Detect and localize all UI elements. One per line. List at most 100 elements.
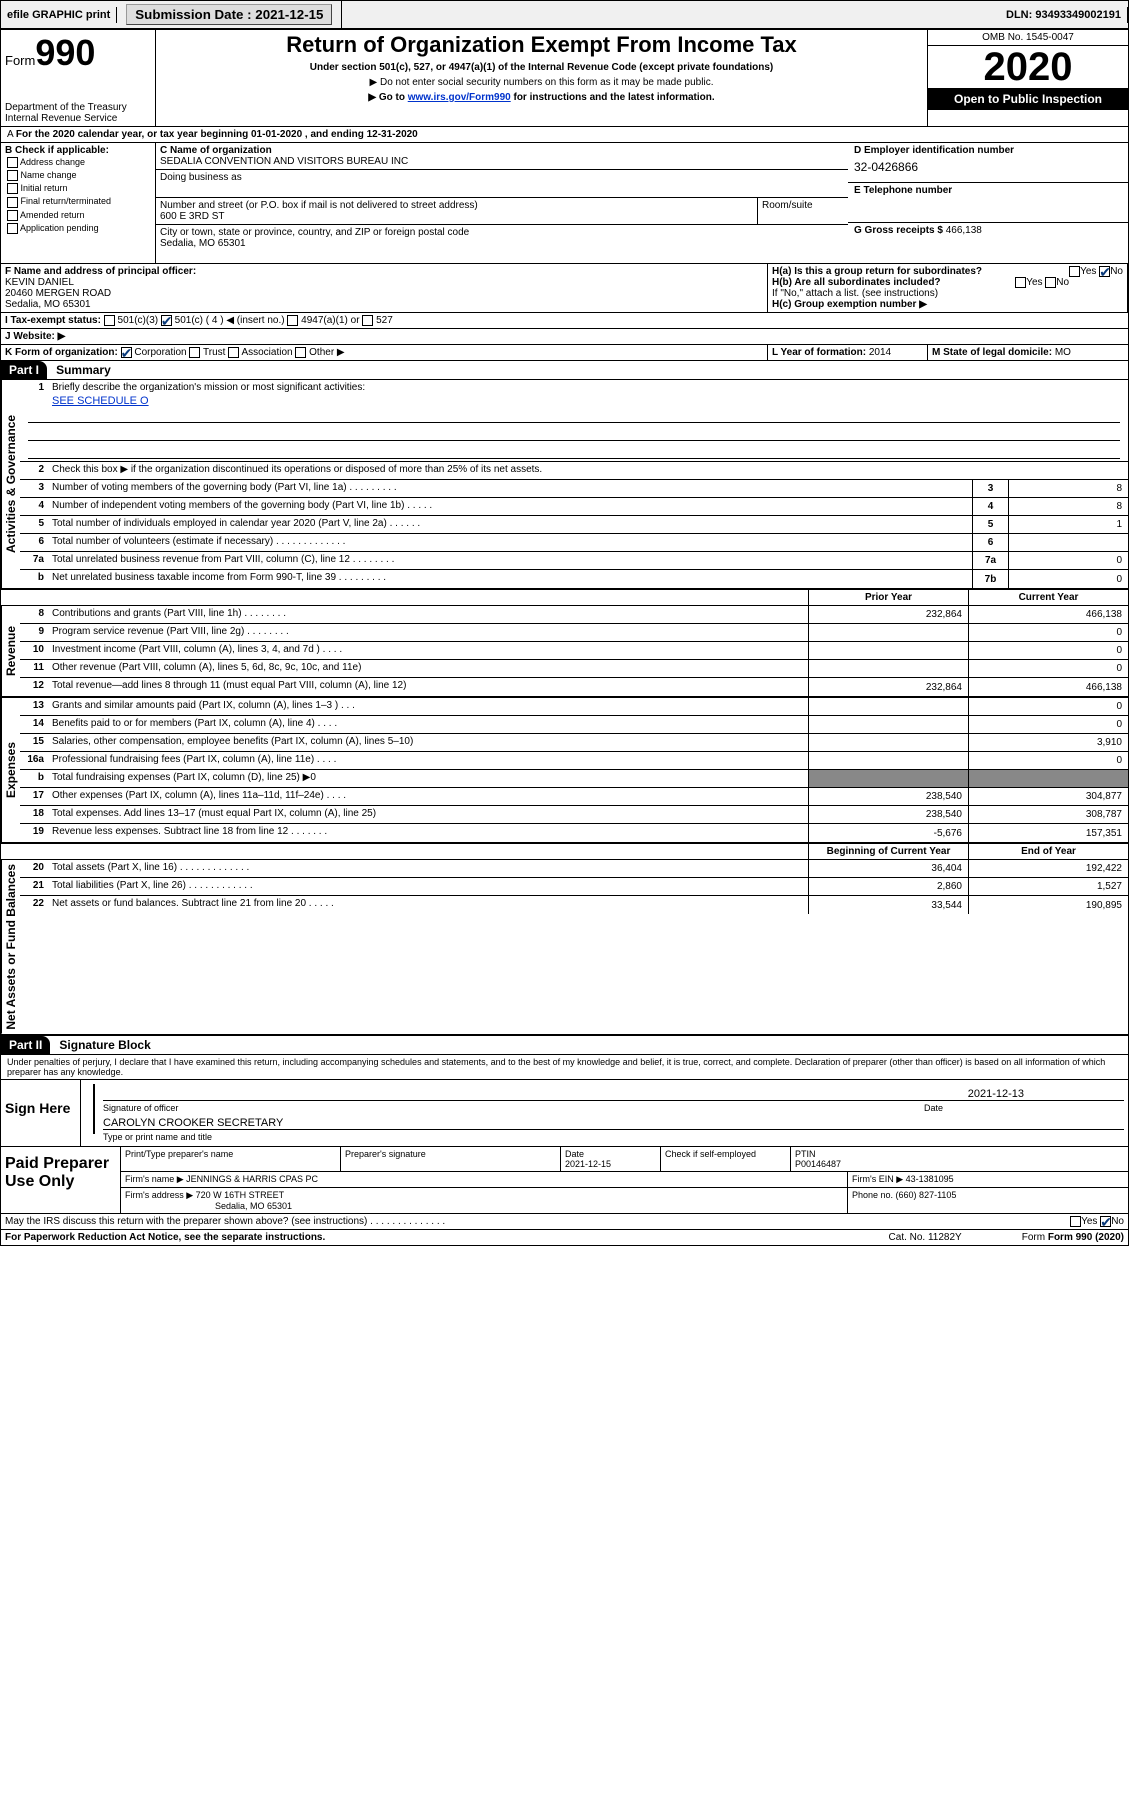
col-d: D Employer identification number 32-0426…: [848, 143, 1128, 263]
mission: SEE SCHEDULE O: [20, 395, 1128, 407]
gross-receipts: 466,138: [946, 225, 982, 236]
net-assets-section: Net Assets or Fund Balances 20Total asse…: [1, 860, 1128, 1036]
firm-name: JENNINGS & HARRIS CPAS PC: [186, 1174, 318, 1184]
perjury-text: Under penalties of perjury, I declare th…: [1, 1055, 1128, 1079]
org-name-cell: C Name of organization SEDALIA CONVENTIO…: [156, 143, 848, 170]
cb-discuss-yes[interactable]: [1070, 1216, 1081, 1227]
street-row: Number and street (or P.O. box if mail i…: [156, 198, 848, 225]
expenses-label: Expenses: [1, 698, 20, 842]
cb-other[interactable]: [295, 347, 306, 358]
v3: 8: [1008, 480, 1128, 497]
sig-date: 2021-12-13: [968, 1088, 1024, 1100]
cb-assoc[interactable]: [228, 347, 239, 358]
cb-501c[interactable]: [161, 315, 172, 326]
col-b-label: B Check if applicable:: [5, 145, 151, 156]
street-cell: Number and street (or P.O. box if mail i…: [156, 198, 758, 224]
hb: H(b) Are all subordinates included? Yes …: [772, 277, 1123, 288]
state-domicile: M State of legal domicile: MO: [928, 345, 1128, 360]
firm-ein: 43-1381095: [906, 1174, 954, 1184]
dln: DLN: 93493349002191: [1000, 7, 1128, 23]
submission-wrap: Submission Date : 2021-12-15: [117, 1, 342, 28]
irs-link[interactable]: www.irs.gov/Form990: [408, 92, 511, 103]
revenue-label: Revenue: [1, 606, 20, 696]
line-a: A For the 2020 calendar year, or tax yea…: [1, 127, 1128, 143]
cb-address-change[interactable]: Address change: [5, 156, 151, 169]
paid-preparer-label: Paid Preparer Use Only: [1, 1147, 121, 1213]
subtitle-2: ▶ Do not enter social security numbers o…: [162, 77, 921, 88]
part1-header: Part I Summary: [1, 361, 1128, 380]
begin-end-header: x Beginning of Current Year End of Year: [1, 844, 1128, 860]
cb-trust[interactable]: [189, 347, 200, 358]
row-bcd: B Check if applicable: Address change Na…: [1, 143, 1128, 264]
footer-right: Form Form 990 (2020): [1022, 1232, 1124, 1243]
cb-corp[interactable]: [121, 347, 132, 358]
officer-name: KEVIN DANIEL: [5, 277, 763, 288]
sig-arrow-icon: [93, 1084, 95, 1134]
expenses-section: Expenses 13Grants and similar amounts pa…: [1, 698, 1128, 844]
form-number: Form990: [5, 32, 151, 74]
officer-name-line: CAROLYN CROOKER SECRETARY: [103, 1117, 1124, 1130]
activities-label: Activities & Governance: [1, 380, 20, 588]
footer: For Paperwork Reduction Act Notice, see …: [1, 1230, 1128, 1245]
city: Sedalia, MO 65301: [160, 238, 844, 249]
ptin: P00146487: [795, 1159, 841, 1169]
ein-cell: D Employer identification number 32-0426…: [848, 143, 1128, 183]
row-f: F Name and address of principal officer:…: [1, 264, 1128, 313]
website-cell: J Website: ▶: [1, 329, 1128, 344]
submission-date-button[interactable]: Submission Date : 2021-12-15: [126, 4, 332, 25]
revenue-section: Revenue 8Contributions and grants (Part …: [1, 606, 1128, 698]
header-mid: Return of Organization Exempt From Incom…: [156, 30, 928, 126]
hb-note: If "No," attach a list. (see instruction…: [772, 288, 1123, 299]
dept-treasury: Department of the Treasury Internal Reve…: [5, 102, 151, 124]
sign-here-block: Sign Here 2021-12-13 Signature of office…: [1, 1079, 1128, 1147]
topbar: efile GRAPHIC print Submission Date : 20…: [0, 0, 1129, 29]
telephone-cell: E Telephone number: [848, 183, 1128, 223]
form-title: Return of Organization Exempt From Incom…: [162, 32, 921, 58]
ein: 32-0426866: [854, 156, 1122, 174]
row-j: J Website: ▶: [1, 329, 1128, 345]
cb-app-pending[interactable]: Application pending: [5, 222, 151, 235]
v7a: 0: [1008, 552, 1128, 569]
year-formation: L Year of formation: 2014: [768, 345, 928, 360]
footer-mid: Cat. No. 11282Y: [889, 1232, 962, 1243]
cb-527[interactable]: [362, 315, 373, 326]
cb-initial-return[interactable]: Initial return: [5, 182, 151, 195]
header-row: Form990 Department of the Treasury Inter…: [1, 30, 1128, 127]
firm-phone: (660) 827-1105: [896, 1190, 957, 1200]
omb-number: OMB No. 1545-0047: [928, 30, 1128, 46]
v4: 8: [1008, 498, 1128, 515]
footer-left: For Paperwork Reduction Act Notice, see …: [5, 1232, 325, 1243]
form-990: Form990 Department of the Treasury Inter…: [0, 29, 1129, 1246]
org-name: SEDALIA CONVENTION AND VISITORS BUREAU I…: [160, 156, 844, 167]
col-c: C Name of organization SEDALIA CONVENTIO…: [156, 143, 848, 263]
part2-header: Part II Signature Block: [1, 1036, 1128, 1055]
cb-name-change[interactable]: Name change: [5, 169, 151, 182]
discuss-row: May the IRS discuss this return with the…: [1, 1214, 1128, 1230]
row-k: K Form of organization: Corporation Trus…: [1, 345, 1128, 361]
dba-cell: Doing business as: [156, 170, 848, 198]
subtitle-3: ▶ Go to www.irs.gov/Form990 for instruct…: [162, 92, 921, 103]
room-cell: Room/suite: [758, 198, 848, 224]
schedule-o-link[interactable]: SEE SCHEDULE O: [52, 395, 149, 407]
row-i: I Tax-exempt status: 501(c)(3) 501(c) ( …: [1, 313, 1128, 329]
prior-current-header: x Prior Year Current Year: [1, 590, 1128, 606]
paid-preparer-block: Paid Preparer Use Only Print/Type prepar…: [1, 1147, 1128, 1214]
cb-final-return[interactable]: Final return/terminated: [5, 195, 151, 208]
cb-501c3[interactable]: [104, 315, 115, 326]
cb-amended[interactable]: Amended return: [5, 209, 151, 222]
col-b: B Check if applicable: Address change Na…: [1, 143, 156, 263]
v6: [1008, 534, 1128, 551]
ha: H(a) Is this a group return for subordin…: [772, 266, 1123, 277]
v7b: 0: [1008, 570, 1128, 588]
hc: H(c) Group exemption number ▶: [772, 299, 1123, 310]
h-cell: H(a) Is this a group return for subordin…: [768, 264, 1128, 312]
cb-discuss-no[interactable]: [1100, 1216, 1111, 1227]
gross-cell: G Gross receipts $ 466,138: [848, 223, 1128, 263]
open-inspection: Open to Public Inspection: [928, 88, 1128, 110]
header-right: OMB No. 1545-0047 2020 Open to Public In…: [928, 30, 1128, 126]
subtitle-1: Under section 501(c), 527, or 4947(a)(1)…: [162, 62, 921, 73]
cb-4947[interactable]: [287, 315, 298, 326]
signature-line[interactable]: 2021-12-13: [103, 1088, 1124, 1101]
net-assets-label: Net Assets or Fund Balances: [1, 860, 20, 1034]
sign-here-label: Sign Here: [1, 1080, 81, 1146]
